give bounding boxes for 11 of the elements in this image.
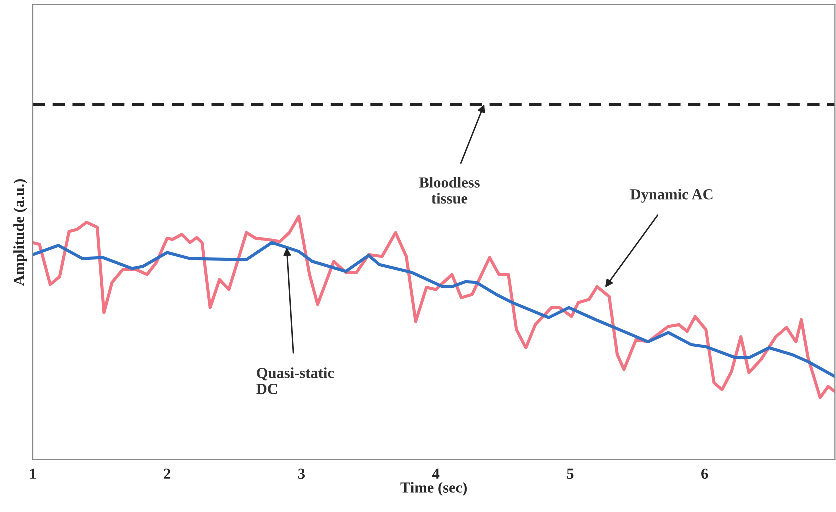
- x-tick-label: 3: [298, 468, 306, 480]
- y-axis-title: Amplitude (a.u.): [14, 179, 28, 286]
- x-tick-label: 4: [432, 468, 440, 479]
- x-tick-label: 6: [702, 468, 708, 480]
- annotation: Dynamic AC: [630, 188, 713, 203]
- annotation: Quasi-static DC: [256, 368, 334, 394]
- x-tick-label: 5: [567, 468, 574, 480]
- annotation: Bloodless tissue: [419, 177, 480, 204]
- x-axis-title: Time (sec): [400, 482, 467, 496]
- x-tick-label: 1: [30, 468, 36, 479]
- x-tick-label: 2: [164, 468, 171, 479]
